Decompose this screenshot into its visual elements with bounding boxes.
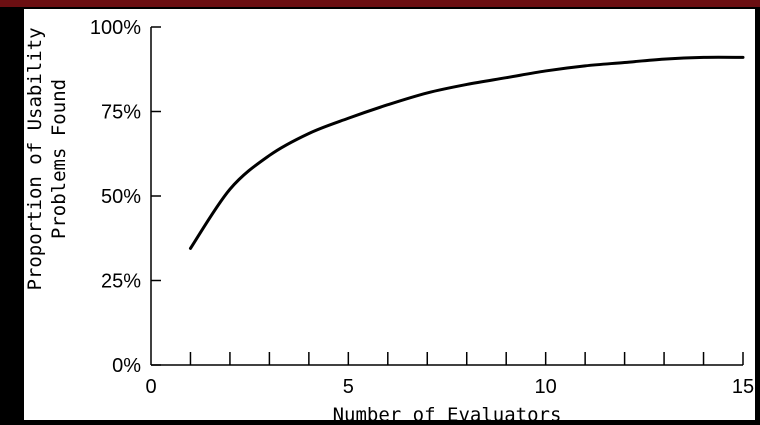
- y-tick-label: 100%: [90, 17, 141, 39]
- y-tick-label: 75%: [101, 102, 141, 124]
- y-tick-label: 0%: [112, 355, 141, 377]
- top-stripe: [0, 0, 760, 7]
- x-tick-label: 10: [535, 376, 557, 398]
- chart-panel: 0% 25% 50% 75% 100% 0 5 10 15 Number of Evaluator…: [24, 9, 755, 420]
- x-tick-label: 15: [732, 376, 754, 398]
- y-tick-label: 25%: [101, 271, 141, 293]
- line-chart: 0% 25% 50% 75% 100% 0 5 10 15 Number of Evaluator…: [24, 17, 754, 420]
- x-tick-label: 5: [343, 376, 354, 398]
- y-tick-label: 50%: [101, 186, 141, 208]
- series-line: [188, 55, 745, 250]
- x-axis-title: Number of Evaluators: [333, 404, 562, 420]
- y-axis-title-line-1: Proportion of Usability: [24, 27, 46, 290]
- x-tick-label: 0: [145, 376, 156, 398]
- y-axis-title-line-2: Problems Found: [48, 79, 70, 239]
